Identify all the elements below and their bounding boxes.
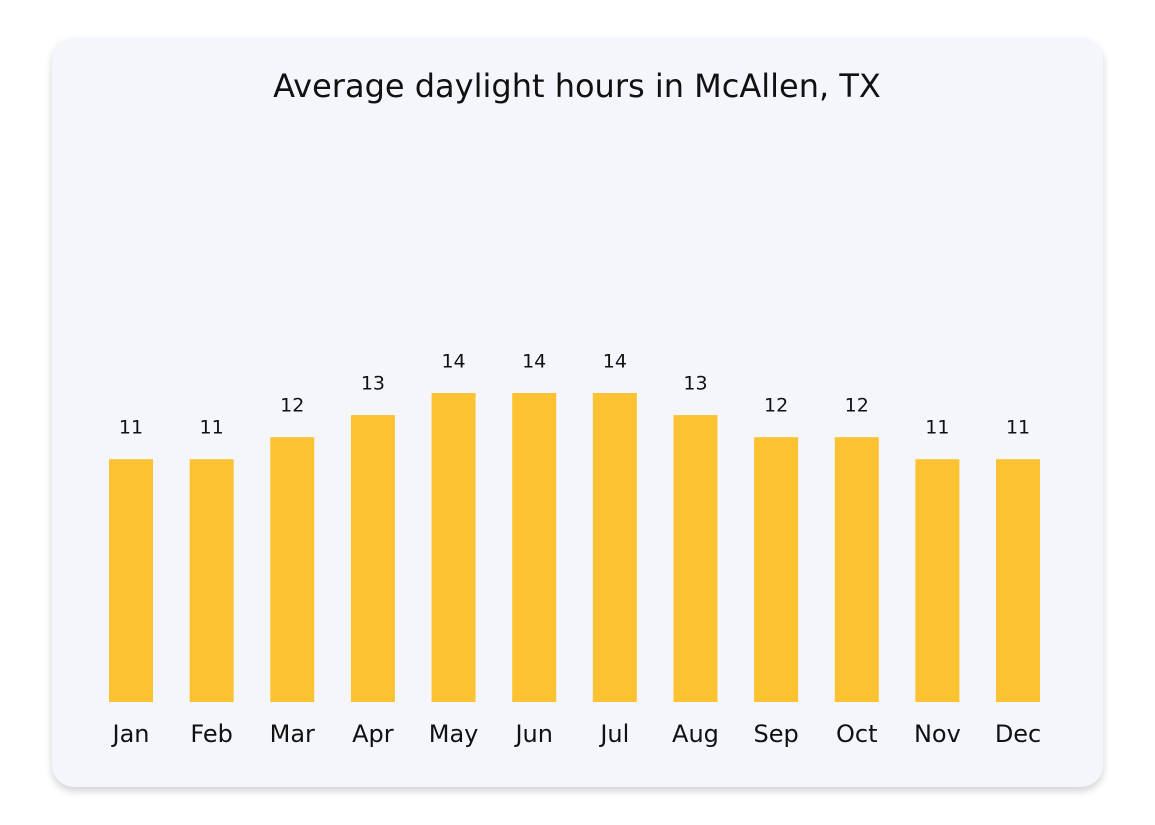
bar <box>512 393 557 702</box>
bar <box>996 459 1041 702</box>
x-tick-label: Jul <box>598 720 629 748</box>
x-tick-label: Aug <box>672 720 719 748</box>
x-tick-label: Feb <box>190 720 233 748</box>
bar <box>834 437 879 702</box>
value-label: 11 <box>925 417 949 439</box>
bar <box>431 393 476 702</box>
x-tick-label: May <box>429 720 479 748</box>
x-tick-label: Sep <box>754 720 799 748</box>
value-label: 11 <box>119 417 143 439</box>
x-tick-label: Jun <box>513 720 553 748</box>
chart-title: Average daylight hours in McAllen, TX <box>273 67 881 105</box>
value-label: 12 <box>845 395 869 417</box>
x-tick-label: Nov <box>914 720 961 748</box>
bar <box>592 393 637 702</box>
value-label: 11 <box>1006 417 1030 439</box>
value-label: 14 <box>441 351 465 373</box>
value-label: 11 <box>200 417 224 439</box>
value-label: 13 <box>683 373 707 395</box>
bar <box>754 437 799 702</box>
bar <box>350 415 395 702</box>
value-label: 14 <box>522 351 546 373</box>
x-tick-label: Apr <box>352 720 394 748</box>
bar <box>270 437 315 702</box>
bar <box>109 459 153 702</box>
bar <box>673 415 718 702</box>
value-label: 13 <box>361 373 385 395</box>
value-label: 12 <box>764 395 788 417</box>
value-label: 12 <box>280 395 304 417</box>
x-tick-label: Jan <box>111 720 150 748</box>
x-tick-label: Mar <box>270 720 315 748</box>
bar <box>915 459 960 702</box>
value-label: 14 <box>603 351 627 373</box>
x-tick-label: Oct <box>836 720 878 748</box>
bar <box>189 459 234 702</box>
x-tick-label: Dec <box>995 720 1041 748</box>
